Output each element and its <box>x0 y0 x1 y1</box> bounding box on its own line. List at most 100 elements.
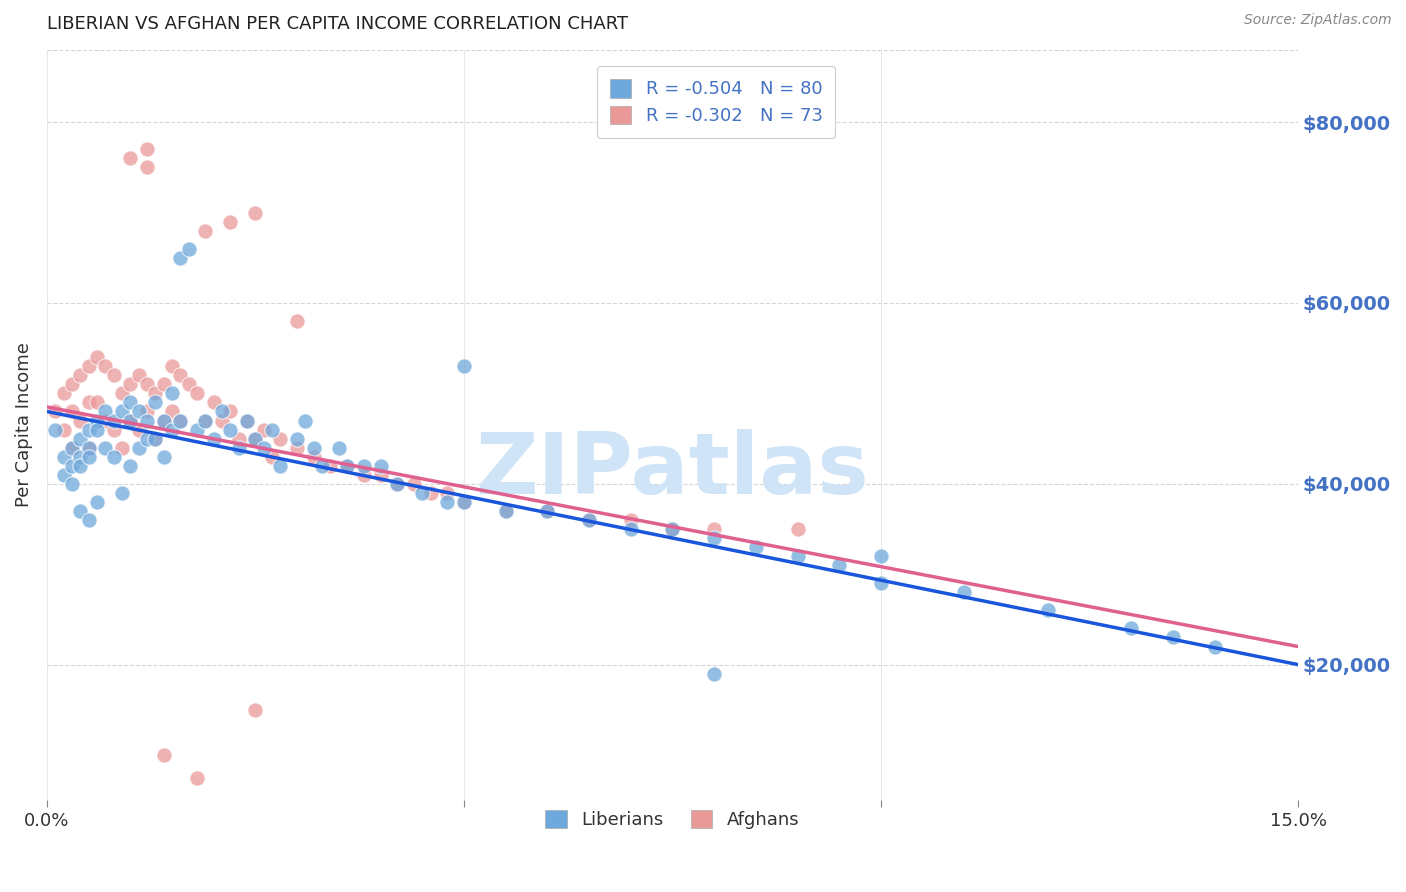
Point <box>1036 603 1059 617</box>
Point <box>120 413 142 427</box>
Text: ZIPatlas: ZIPatlas <box>475 428 869 511</box>
Point <box>111 386 134 401</box>
Point <box>136 413 159 427</box>
Point <box>69 368 91 383</box>
Point <box>353 458 375 473</box>
Point <box>202 395 225 409</box>
Point <box>169 413 191 427</box>
Point <box>186 386 208 401</box>
Point <box>620 513 643 527</box>
Point <box>194 413 217 427</box>
Point <box>786 549 808 563</box>
Point <box>77 441 100 455</box>
Point <box>302 450 325 464</box>
Point <box>219 404 242 418</box>
Point <box>703 666 725 681</box>
Point <box>86 495 108 509</box>
Point <box>136 432 159 446</box>
Point <box>353 467 375 482</box>
Point <box>870 576 893 591</box>
Point <box>186 771 208 785</box>
Point <box>120 151 142 165</box>
Point <box>177 242 200 256</box>
Point <box>236 413 259 427</box>
Point <box>94 404 117 418</box>
Point <box>160 404 183 418</box>
Point <box>453 495 475 509</box>
Point <box>387 476 409 491</box>
Point <box>262 423 284 437</box>
Point <box>245 432 267 446</box>
Point <box>111 404 134 418</box>
Point <box>1121 622 1143 636</box>
Point <box>319 458 342 473</box>
Point <box>69 413 91 427</box>
Point <box>177 377 200 392</box>
Point <box>285 441 308 455</box>
Point <box>128 368 150 383</box>
Point <box>262 450 284 464</box>
Point <box>143 395 166 409</box>
Point <box>136 161 159 175</box>
Text: LIBERIAN VS AFGHAN PER CAPITA INCOME CORRELATION CHART: LIBERIAN VS AFGHAN PER CAPITA INCOME COR… <box>46 15 628 33</box>
Point <box>169 251 191 265</box>
Point <box>69 450 91 464</box>
Point <box>411 486 433 500</box>
Point <box>111 441 134 455</box>
Point <box>77 513 100 527</box>
Point <box>228 441 250 455</box>
Point <box>202 432 225 446</box>
Point <box>52 423 75 437</box>
Point <box>536 504 558 518</box>
Point <box>219 423 242 437</box>
Point <box>253 441 276 455</box>
Point <box>86 395 108 409</box>
Point <box>786 522 808 536</box>
Point <box>152 377 174 392</box>
Point <box>661 522 683 536</box>
Point <box>336 458 359 473</box>
Point <box>60 458 83 473</box>
Point <box>536 504 558 518</box>
Point <box>86 350 108 364</box>
Point <box>169 413 191 427</box>
Point <box>269 432 291 446</box>
Point <box>77 450 100 464</box>
Point <box>402 476 425 491</box>
Point <box>44 404 66 418</box>
Point <box>253 423 276 437</box>
Point <box>60 377 83 392</box>
Point <box>194 224 217 238</box>
Point <box>745 540 768 554</box>
Point <box>953 585 976 599</box>
Point <box>211 404 233 418</box>
Point <box>94 413 117 427</box>
Point <box>661 522 683 536</box>
Point <box>143 386 166 401</box>
Point <box>578 513 600 527</box>
Legend: Liberians, Afghans: Liberians, Afghans <box>538 803 807 836</box>
Y-axis label: Per Capita Income: Per Capita Income <box>15 343 32 508</box>
Point <box>1204 640 1226 654</box>
Point <box>52 386 75 401</box>
Point <box>111 486 134 500</box>
Point <box>128 441 150 455</box>
Point <box>436 486 458 500</box>
Point <box>77 359 100 374</box>
Point <box>160 423 183 437</box>
Point <box>60 476 83 491</box>
Point <box>228 432 250 446</box>
Point <box>828 558 851 573</box>
Point <box>143 432 166 446</box>
Point <box>370 467 392 482</box>
Point <box>336 458 359 473</box>
Point <box>152 747 174 762</box>
Point <box>152 450 174 464</box>
Point <box>245 205 267 219</box>
Point <box>77 441 100 455</box>
Point <box>143 432 166 446</box>
Point <box>1161 631 1184 645</box>
Point <box>236 413 259 427</box>
Point <box>86 423 108 437</box>
Point <box>44 423 66 437</box>
